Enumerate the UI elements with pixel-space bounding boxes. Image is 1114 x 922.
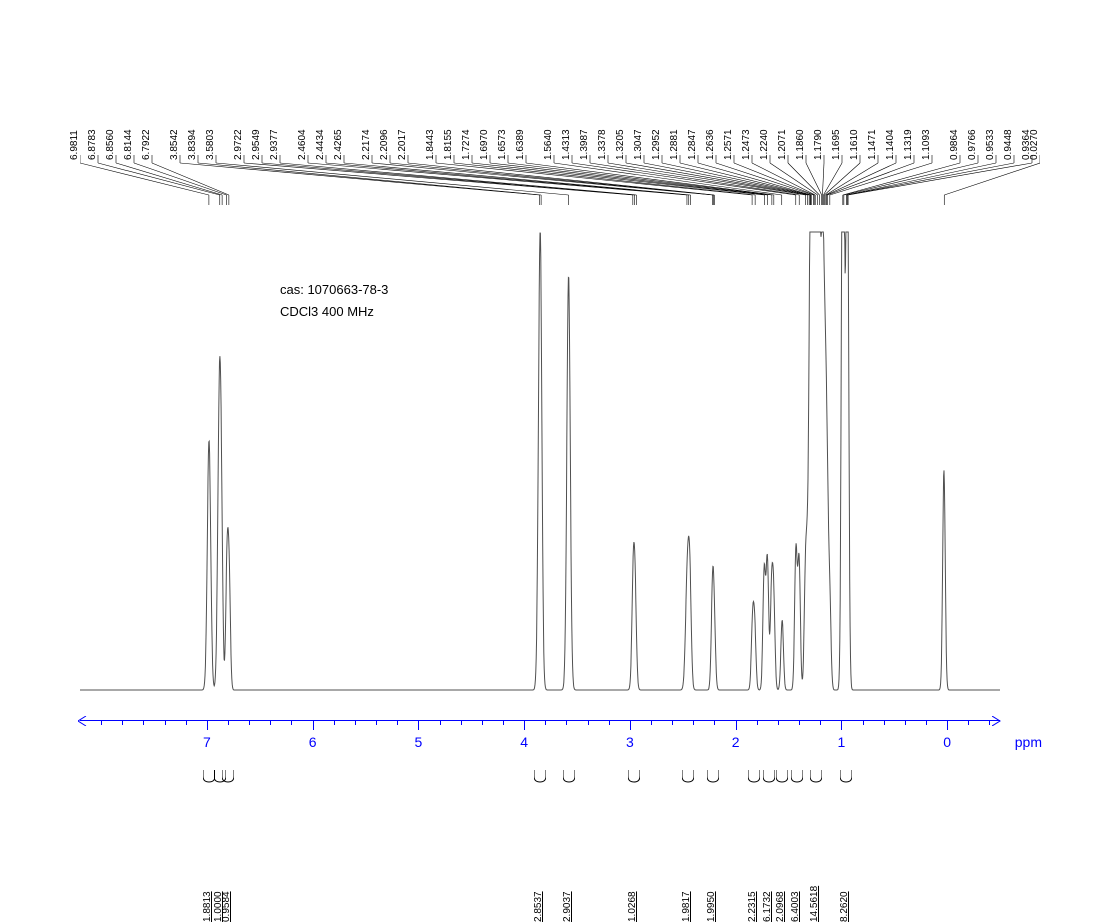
peak-tree-lines: [80, 155, 1040, 205]
nmr-spectrum-container: 6.98116.87836.85606.81446.79223.85423.83…: [0, 0, 1114, 893]
integral-value-label: 1.9950: [706, 891, 717, 922]
integral-value-label: 2.0968: [775, 891, 786, 922]
axis-tick-label: 7: [203, 734, 211, 750]
integral-value-label: 1.0268: [627, 891, 638, 922]
x-axis: 76543210ppm: [80, 720, 1000, 760]
integral-value-label: 2.8537: [533, 891, 544, 922]
axis-tick-label: 4: [520, 734, 528, 750]
axis-unit-label: ppm: [1015, 734, 1042, 750]
peak-ppm-label: 6.9811: [69, 130, 80, 160]
integral-value-label: 0.9584: [221, 891, 232, 922]
integral-value-label: 2.9037: [562, 891, 573, 922]
integral-value-label: 1.8813: [202, 891, 213, 922]
integral-value-label: 8.2620: [839, 891, 850, 922]
integral-value-label: 1.9817: [681, 891, 692, 922]
integrals-region: 1.8813 1.0000 0.9584 2.8537 2.9037 1.026…: [80, 770, 1000, 870]
axis-tick-label: 6: [309, 734, 317, 750]
integral-value-label: 14.5618: [809, 886, 820, 922]
integral-value-label: 6.1732: [762, 891, 773, 922]
axis-tick-label: 3: [626, 734, 634, 750]
spectrum-plot: [80, 230, 1000, 710]
axis-tick-label: 5: [414, 734, 422, 750]
integral-value-label: 2.2315: [747, 891, 758, 922]
integral-value-label: 6.4003: [790, 891, 801, 922]
axis-tick-label: 2: [732, 734, 740, 750]
axis-tick-label: 0: [943, 734, 951, 750]
axis-tick-label: 1: [837, 734, 845, 750]
